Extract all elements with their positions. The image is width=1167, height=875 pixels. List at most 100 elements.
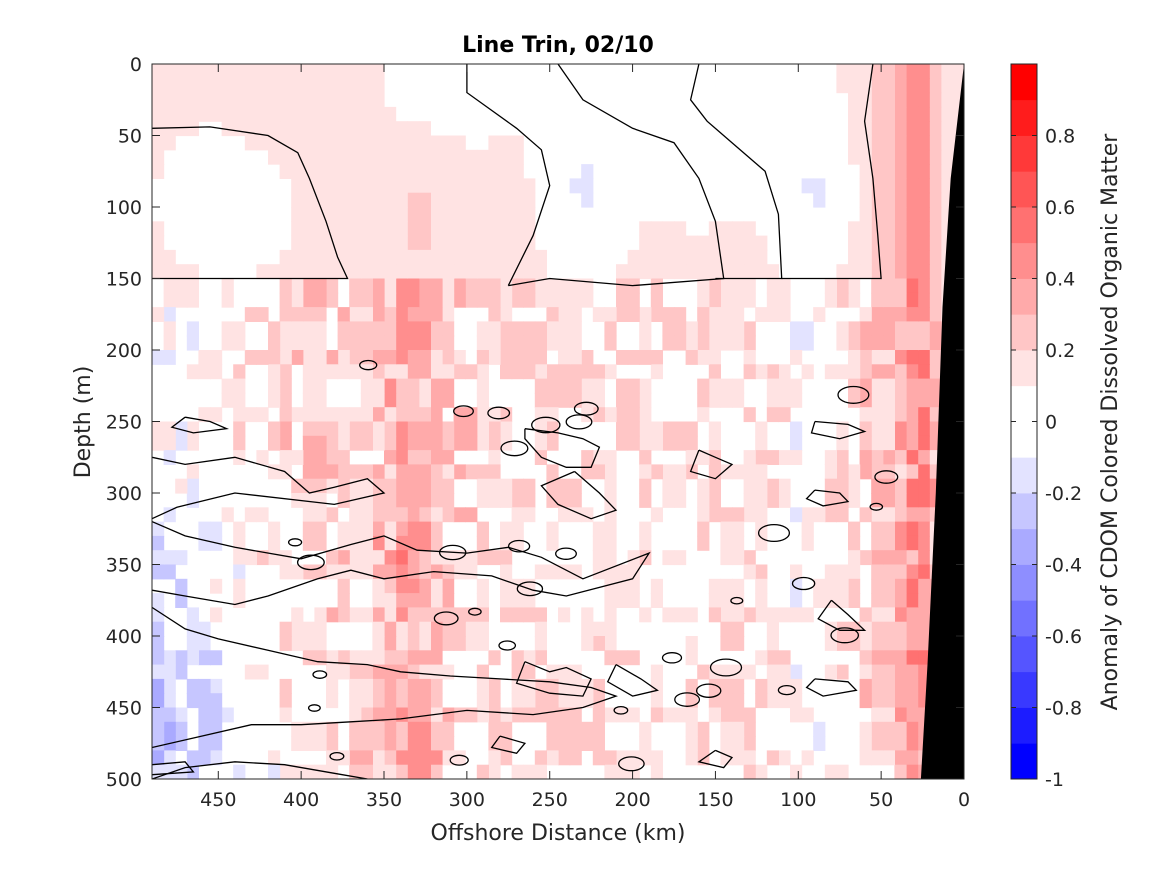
field-cell bbox=[569, 750, 582, 766]
field-cell bbox=[210, 578, 223, 594]
field-cell bbox=[314, 64, 327, 79]
field-cell bbox=[639, 264, 652, 280]
field-cell bbox=[152, 106, 165, 122]
field-cell bbox=[697, 249, 710, 265]
field-cell bbox=[476, 435, 489, 451]
field-cell bbox=[848, 464, 861, 480]
field-cell bbox=[198, 693, 211, 709]
field-cell bbox=[349, 192, 362, 208]
field-cell bbox=[279, 707, 292, 723]
field-cell bbox=[488, 435, 501, 451]
field-cell bbox=[407, 421, 420, 437]
field-cell bbox=[279, 435, 292, 451]
field-cell bbox=[279, 764, 292, 779]
field-cell bbox=[395, 464, 408, 480]
field-cell bbox=[546, 521, 559, 537]
field-cell bbox=[360, 64, 373, 79]
field-cell bbox=[244, 407, 257, 423]
field-cell bbox=[291, 764, 304, 779]
field-cell bbox=[732, 693, 745, 709]
field-cell bbox=[546, 750, 559, 766]
field-cell bbox=[465, 435, 478, 451]
field-cell bbox=[384, 321, 397, 337]
field-cell bbox=[407, 292, 420, 308]
field-cell bbox=[639, 607, 652, 623]
field-cell bbox=[326, 121, 339, 137]
field-cell bbox=[743, 478, 756, 494]
field-cell bbox=[360, 307, 373, 322]
field-cell bbox=[418, 221, 431, 237]
field-cell bbox=[430, 149, 443, 165]
field-cell bbox=[604, 321, 617, 337]
field-cell bbox=[302, 450, 315, 465]
contour-line bbox=[689, 449, 734, 480]
field-cell bbox=[708, 307, 721, 322]
field-cell bbox=[662, 235, 675, 251]
field-cell bbox=[488, 721, 501, 737]
field-cell bbox=[871, 149, 884, 165]
field-cell bbox=[801, 750, 814, 766]
field-cell bbox=[418, 207, 431, 222]
field-cell bbox=[558, 350, 571, 365]
field-cell bbox=[326, 135, 339, 151]
field-cell bbox=[326, 650, 339, 666]
field-cell bbox=[906, 450, 919, 465]
field-cell bbox=[407, 621, 420, 637]
field-cell bbox=[302, 278, 315, 294]
field-cell bbox=[430, 307, 443, 322]
field-cell bbox=[500, 335, 513, 351]
field-cell bbox=[152, 149, 165, 165]
field-cell bbox=[302, 521, 315, 537]
field-cell bbox=[442, 493, 455, 508]
colorbar-segment bbox=[1011, 564, 1037, 601]
field-cell bbox=[720, 321, 733, 337]
field-cell bbox=[813, 192, 826, 208]
field-cell bbox=[488, 493, 501, 508]
field-cell bbox=[302, 493, 315, 508]
field-cell bbox=[233, 335, 246, 351]
field-cell bbox=[337, 664, 350, 680]
field-cell bbox=[697, 321, 710, 337]
field-cell bbox=[906, 178, 919, 194]
field-cell bbox=[662, 335, 675, 351]
field-cell bbox=[465, 235, 478, 251]
field-cell bbox=[604, 550, 617, 566]
field-cell bbox=[790, 693, 803, 709]
field-cell bbox=[407, 178, 420, 194]
field-cell bbox=[697, 507, 710, 523]
field-cell bbox=[801, 707, 814, 723]
field-cell bbox=[743, 750, 756, 766]
field-cell bbox=[221, 292, 234, 308]
field-cell bbox=[534, 621, 547, 637]
field-cell bbox=[279, 335, 292, 351]
field-cell bbox=[163, 121, 176, 137]
field-cell bbox=[453, 621, 466, 637]
field-cell bbox=[395, 493, 408, 508]
field-cell bbox=[453, 350, 466, 365]
field-cell bbox=[511, 478, 524, 494]
field-cell bbox=[650, 678, 663, 694]
field-cell bbox=[917, 507, 930, 523]
field-cell bbox=[581, 164, 594, 179]
field-cell bbox=[592, 550, 605, 566]
field-cell bbox=[882, 378, 895, 394]
field-cell bbox=[650, 364, 663, 380]
field-cell bbox=[906, 678, 919, 694]
field-cell bbox=[279, 164, 292, 179]
colorbar-segment bbox=[1011, 457, 1037, 494]
field-cell bbox=[395, 678, 408, 694]
field-cell bbox=[708, 264, 721, 280]
field-cell bbox=[917, 106, 930, 122]
field-cell bbox=[407, 278, 420, 294]
field-cell bbox=[859, 207, 872, 222]
field-cell bbox=[882, 307, 895, 322]
field-cell bbox=[708, 378, 721, 394]
colorbar-tick-label: 0.4 bbox=[1045, 269, 1075, 291]
field-cell bbox=[836, 64, 849, 79]
contour-line bbox=[490, 735, 527, 755]
field-cell bbox=[372, 192, 385, 208]
field-cell bbox=[221, 92, 234, 108]
field-cell bbox=[268, 106, 281, 122]
field-cell bbox=[384, 764, 397, 779]
field-cell bbox=[268, 535, 281, 551]
